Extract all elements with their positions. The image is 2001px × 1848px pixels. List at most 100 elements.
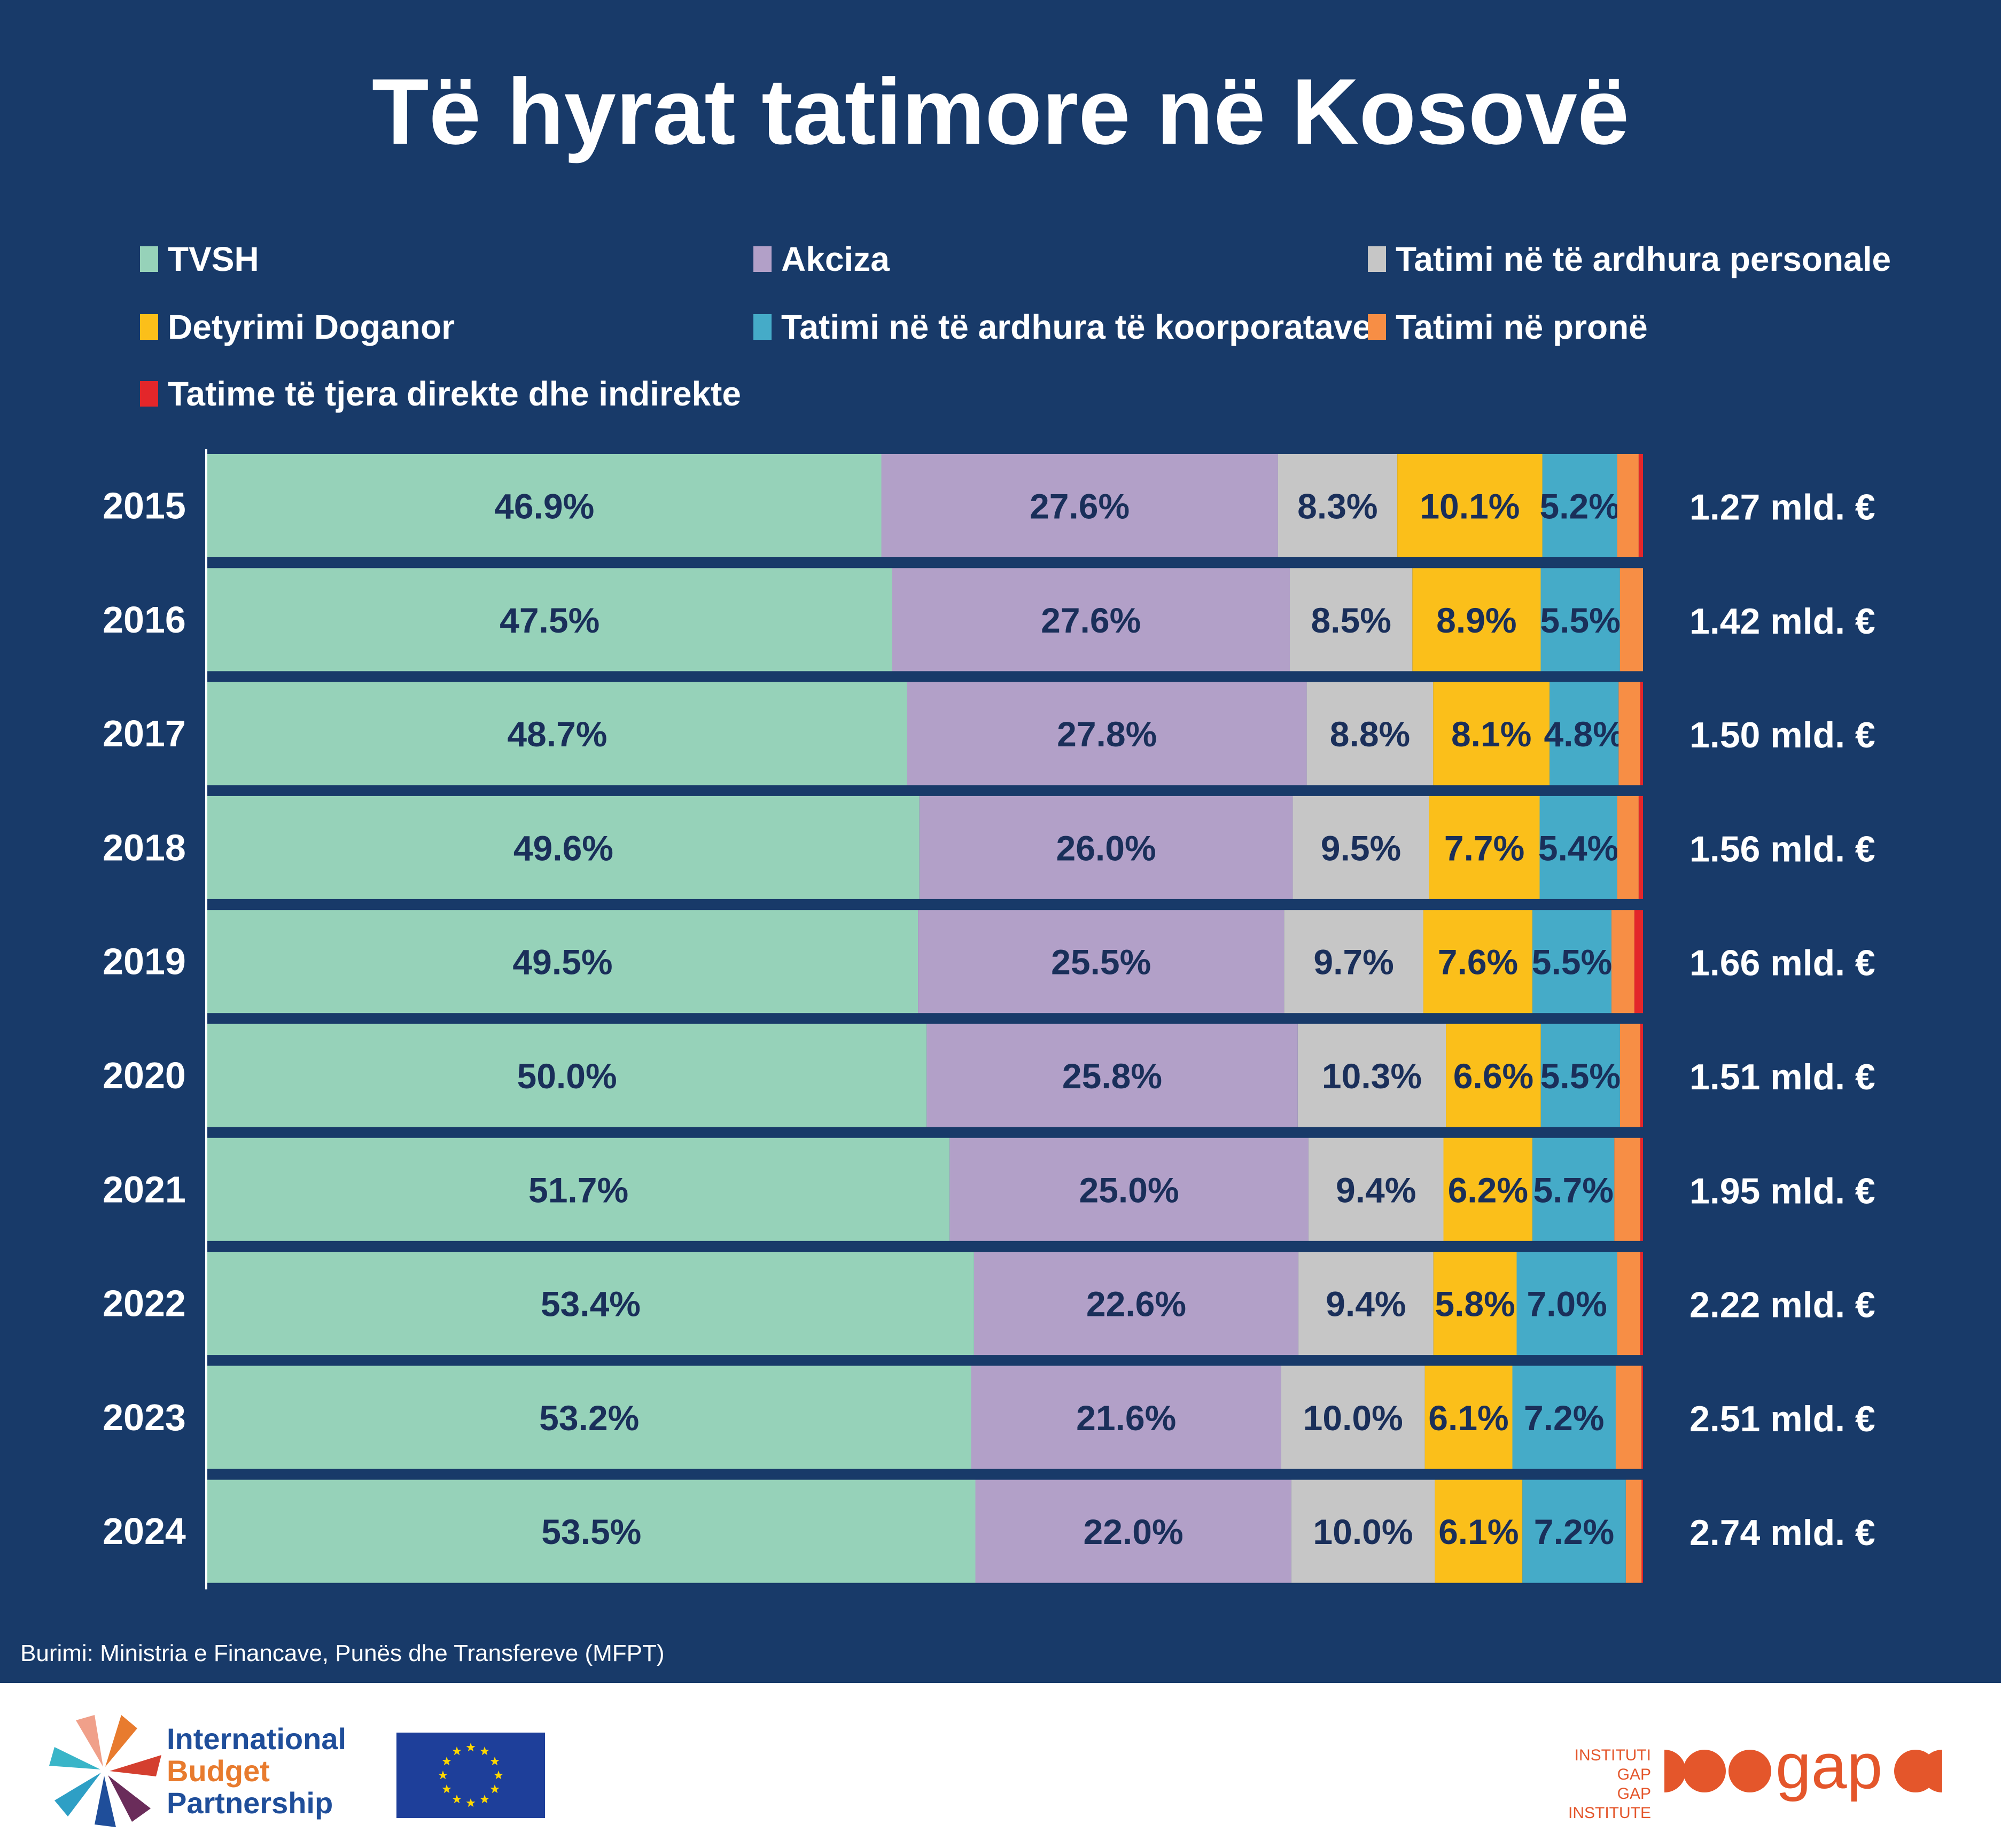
- bar-segment: [1446, 1024, 1541, 1127]
- legend-label: Akciza: [781, 240, 890, 278]
- data-label: 10.3%: [1322, 1056, 1422, 1096]
- data-label: 26.0%: [1056, 828, 1156, 868]
- data-label: 10.0%: [1313, 1512, 1413, 1551]
- star-icon: [466, 1743, 476, 1752]
- legend-item: Tatimi në të ardhura të koorporatave: [753, 306, 1372, 348]
- bar-segment: [1620, 1024, 1640, 1127]
- year-label: 2016: [103, 599, 186, 641]
- gap-logo-word: gap: [1776, 1739, 1882, 1802]
- data-label: 46.9%: [494, 487, 594, 526]
- bar-segment: [1638, 796, 1643, 899]
- bar-segment: [207, 796, 920, 899]
- bar-segment: [918, 910, 1284, 1013]
- data-label: 8.1%: [1451, 714, 1531, 754]
- bar-segment: [1539, 796, 1617, 899]
- bar-segment: [926, 1024, 1298, 1127]
- legend-label: TVSH: [168, 240, 259, 278]
- bar-segment: [1640, 1137, 1643, 1241]
- bar-segment: [1435, 1479, 1523, 1583]
- star-icon: [490, 1757, 500, 1766]
- bar-segment: [1640, 682, 1643, 785]
- year-label: 2021: [103, 1168, 186, 1210]
- data-label: 49.6%: [513, 828, 613, 868]
- data-label: 53.5%: [541, 1512, 641, 1551]
- bar-segment: [907, 682, 1307, 785]
- data-label: 5.5%: [1540, 1056, 1621, 1096]
- bar-segment: [1615, 1366, 1642, 1469]
- data-label: 7.7%: [1444, 828, 1524, 868]
- legend-label: Tatimi në pronë: [1396, 308, 1648, 346]
- bar-segment: [1290, 568, 1413, 672]
- bar-segment: [207, 1479, 976, 1583]
- data-label: 9.7%: [1313, 942, 1393, 982]
- data-label: 53.2%: [539, 1398, 639, 1438]
- star-icon: [490, 1784, 500, 1794]
- total-label: 2.22 mld. €: [1689, 1285, 1875, 1325]
- bar-segment: [1443, 1137, 1533, 1241]
- bar-segment: [1532, 910, 1611, 1013]
- bar-segment: [1298, 1252, 1434, 1355]
- data-label: 22.0%: [1084, 1512, 1184, 1551]
- data-label: 5.7%: [1533, 1170, 1613, 1210]
- bar-segment: [1640, 1252, 1643, 1355]
- bar-segment: [974, 1252, 1299, 1355]
- year-label: 2020: [103, 1055, 186, 1096]
- total-label: 1.50 mld. €: [1689, 715, 1875, 755]
- legend-swatch: [753, 246, 772, 272]
- legend-label: Tatimi në të ardhura të koorporatave: [781, 308, 1372, 346]
- star-icon: [480, 1795, 489, 1804]
- gap-institute-text: INSTITUTI GAP GAP INSTITUTE: [1539, 1746, 1651, 1823]
- gap-text-line: GAP INSTITUTE: [1568, 1785, 1651, 1822]
- data-label: 5.8%: [1435, 1284, 1515, 1324]
- bar-segment: [1640, 1024, 1643, 1127]
- data-label: 10.1%: [1420, 487, 1520, 526]
- data-label: 9.4%: [1336, 1170, 1416, 1210]
- data-label: 10.0%: [1303, 1398, 1403, 1438]
- bar-segment: [1278, 454, 1397, 557]
- bar-segment: [207, 1137, 950, 1241]
- data-label: 48.7%: [507, 714, 607, 754]
- data-label: 5.2%: [1539, 487, 1620, 526]
- bar-segment: [1522, 1479, 1626, 1583]
- bar-segment: [1542, 454, 1617, 557]
- data-label: 53.4%: [541, 1284, 641, 1324]
- star-icon: [452, 1795, 462, 1804]
- data-label: 6.1%: [1428, 1398, 1508, 1438]
- legend-label: Detyrimi Doganor: [168, 308, 455, 346]
- total-label: 2.74 mld. €: [1689, 1512, 1875, 1553]
- bar-segment: [892, 568, 1290, 672]
- year-label: 2015: [103, 485, 186, 527]
- data-label: 22.6%: [1086, 1284, 1186, 1324]
- bar-segment: [207, 454, 882, 557]
- bar-segment: [1512, 1366, 1616, 1469]
- data-label: 7.0%: [1527, 1284, 1607, 1324]
- data-label: 8.9%: [1436, 601, 1516, 640]
- bar-segment: [1291, 1479, 1435, 1583]
- bar-segment: [1429, 796, 1540, 899]
- bar-segment: [1433, 1252, 1517, 1355]
- bar-segment: [919, 796, 1293, 899]
- stacked-bar-chart: 2015 46.9% 27.6% 8.3% 10.1% 5.2% 1.27 mld. € 20…: [103, 449, 1875, 1589]
- bar-segment: [1397, 454, 1543, 557]
- star-icon: [438, 1771, 448, 1780]
- bar-segment: [1540, 1024, 1620, 1127]
- bar-segment: [1297, 1024, 1446, 1127]
- total-label: 1.27 mld. €: [1689, 487, 1875, 528]
- bar-segment: [1293, 796, 1429, 899]
- legend-swatch: [140, 246, 158, 272]
- legend-item: TVSH: [140, 238, 259, 280]
- data-label: 25.5%: [1051, 942, 1151, 982]
- data-label: 21.6%: [1076, 1398, 1176, 1438]
- year-label: 2024: [103, 1510, 186, 1552]
- bar-segment: [207, 1252, 974, 1355]
- total-label: 1.95 mld. €: [1689, 1171, 1875, 1211]
- source-note: Burimi: Ministria e Financave, Punës dhe…: [20, 1640, 665, 1666]
- star-icon: [452, 1746, 462, 1756]
- data-label: 27.6%: [1030, 487, 1130, 526]
- bar-segment: [1611, 910, 1634, 1013]
- gap-text-line: INSTITUTI GAP: [1574, 1746, 1651, 1783]
- bar-segment: [881, 454, 1278, 557]
- bar-segment: [1618, 682, 1640, 785]
- data-label: 8.3%: [1297, 487, 1377, 526]
